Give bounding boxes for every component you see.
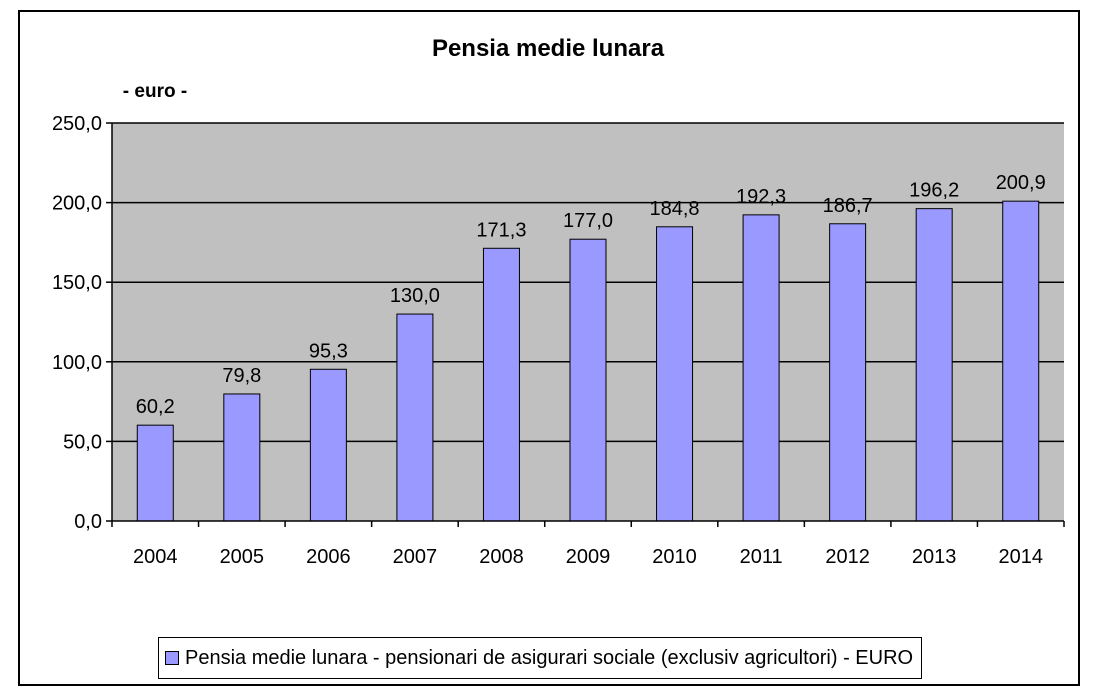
bar [829,223,867,522]
bars [136,200,1040,522]
data-label: 171,3 [476,219,526,241]
legend: Pensia medie lunara - pensionari de asig… [158,637,923,679]
data-label: 184,8 [650,198,700,220]
bar [656,226,694,522]
x-tick-label: 2007 [393,546,438,568]
y-tick-label: 50,0 [63,431,102,453]
y-tick-label: 100,0 [52,352,102,374]
legend-swatch [165,651,179,665]
data-label: 200,9 [996,172,1046,194]
data-label: 95,3 [309,340,348,362]
x-tick-label: 2006 [306,546,351,568]
x-tick-label: 2008 [479,546,524,568]
bar [309,368,347,522]
y-tick-labels: 0,0 50,0 100,0 150,0 200,0 250,0 [52,113,102,533]
bar [569,238,607,522]
legend-label: Pensia medie lunara - pensionari de asig… [185,646,914,669]
data-label: 79,8 [222,365,261,387]
x-tick-label: 2013 [912,546,957,568]
bar [742,214,780,522]
x-tick-label: 2004 [133,546,178,568]
y-tick-label: 0,0 [74,511,102,533]
data-label: 192,3 [736,186,786,208]
x-tick-label: 2010 [652,546,697,568]
x-tick-label: 2012 [825,546,870,568]
unit-label: - euro - [123,81,187,102]
bar [223,393,261,522]
y-tick-label: 250,0 [52,113,102,135]
x-tick-label: 2009 [566,546,611,568]
x-tick-labels: 2004 2005 2006 2007 2008 2009 2010 2011 2012 2013… [133,546,1043,568]
bar [136,424,174,522]
bar [915,208,953,522]
bar [396,313,434,522]
data-label: 196,2 [909,180,959,202]
y-tick-label: 150,0 [52,272,102,294]
data-label: 186,7 [823,195,873,217]
data-label: 177,0 [563,210,613,232]
x-tick-label: 2005 [220,546,265,568]
bar [482,247,520,522]
data-label: 130,0 [390,285,440,307]
y-tick-label: 200,0 [52,193,102,215]
bar [1002,200,1040,522]
chart-title: Pensia medie lunara [432,35,665,62]
x-tick-label: 2014 [998,546,1043,568]
axes [106,122,1065,527]
x-tick-label: 2011 [740,546,783,568]
data-label: 60,2 [136,396,175,418]
value-labels: 60,2 79,8 95,3 130,0 171,3 177,0 184,8 192,3 186… [136,172,1046,418]
